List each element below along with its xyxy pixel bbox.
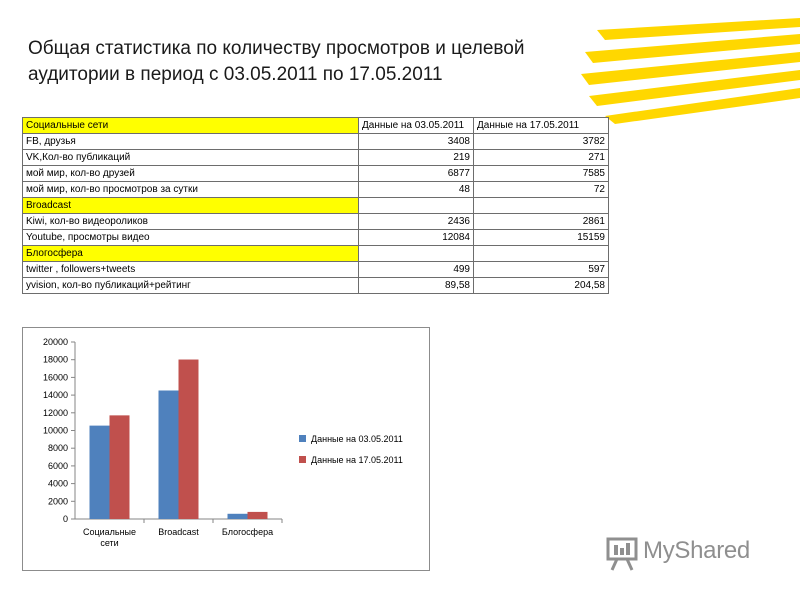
slide-title: Общая статистика по количеству просмотро… xyxy=(28,38,525,85)
table-cell: 72 xyxy=(473,181,609,198)
table-cell xyxy=(358,197,474,214)
table-cell: Данные на 17.05.2011 xyxy=(473,117,609,134)
presentation-board-icon xyxy=(606,537,638,571)
table-cell: 271 xyxy=(473,149,609,166)
bar xyxy=(178,359,199,519)
table-cell: Kiwi, кол-во видеороликов xyxy=(22,213,359,230)
x-tick-label: сети xyxy=(100,538,118,548)
x-tick-label: Broadcast xyxy=(158,527,199,537)
y-tick-label: 8000 xyxy=(48,443,68,453)
table-cell: Broadcast xyxy=(22,197,359,214)
statistics-table: Социальные сети Данные на 03.05.2011 Данны… xyxy=(22,117,609,294)
table-cell: 597 xyxy=(473,261,609,278)
table-cell: twitter , followers+tweets xyxy=(22,261,359,278)
table-cell: 7585 xyxy=(473,165,609,182)
table-row: twitter , followers+tweets 499 597 xyxy=(22,261,609,278)
table-row: мой мир, кол-во друзей 6877 7585 xyxy=(22,165,609,182)
table-cell xyxy=(358,245,474,262)
y-tick-label: 6000 xyxy=(48,461,68,471)
y-tick-label: 12000 xyxy=(43,408,68,418)
watermark-text: MyShared xyxy=(643,537,750,564)
watermark: MyShared xyxy=(605,535,765,571)
table-cell: 499 xyxy=(358,261,474,278)
legend-swatch xyxy=(299,456,306,463)
legend-swatch xyxy=(299,435,306,442)
table-cell: FB, друзья xyxy=(22,133,359,150)
table-cell: yvision, кол-во публикаций+рейтинг xyxy=(22,277,359,294)
table-row: yvision, кол-во публикаций+рейтинг 89,58 2… xyxy=(22,277,609,294)
table-cell: 2861 xyxy=(473,213,609,230)
bar-chart: 0 2000 4000 6000 8000 10000 12000 14000 16000 180… xyxy=(22,327,430,571)
x-tick-label: Блогосфера xyxy=(222,527,273,537)
table-cell: Блогосфера xyxy=(22,245,359,262)
table-cell xyxy=(473,245,609,262)
y-tick-label: 16000 xyxy=(43,372,68,382)
table-cell: 12084 xyxy=(358,229,474,246)
table-row: Социальные сети Данные на 03.05.2011 Данны… xyxy=(22,117,609,134)
table-row: Блогосфера xyxy=(22,245,609,262)
bar xyxy=(158,390,179,519)
table-row: Kiwi, кол-во видеороликов 2436 2861 xyxy=(22,213,609,230)
table-cell: мой мир, кол-во друзей xyxy=(22,165,359,182)
y-tick-label: 0 xyxy=(63,514,68,524)
bar xyxy=(247,511,268,519)
bar xyxy=(109,415,130,519)
y-tick-label: 4000 xyxy=(48,479,68,489)
company-logo xyxy=(581,18,800,124)
table-row: мой мир, кол-во просмотров за сутки 48 72 xyxy=(22,181,609,198)
table-cell: Youtube, просмотры видео xyxy=(22,229,359,246)
table-cell: 204,58 xyxy=(473,277,609,294)
table-cell: 3408 xyxy=(358,133,474,150)
y-tick-label: 10000 xyxy=(43,426,68,436)
bar xyxy=(89,425,110,519)
y-tick-label: 20000 xyxy=(43,337,68,347)
y-tick-label: 14000 xyxy=(43,390,68,400)
table-cell: Данные на 03.05.2011 xyxy=(358,117,474,134)
table-cell: 219 xyxy=(358,149,474,166)
table-cell xyxy=(473,197,609,214)
legend-label: Данные на 17.05.2011 xyxy=(311,455,403,465)
y-tick-label: 2000 xyxy=(48,496,68,506)
y-tick-label: 18000 xyxy=(43,355,68,365)
legend-label: Данные на 03.05.2011 xyxy=(311,434,403,444)
table-cell: VK,Кол-во публикаций xyxy=(22,149,359,166)
table-row: Youtube, просмотры видео 12084 15159 xyxy=(22,229,609,246)
table-row: FB, друзья 3408 3782 xyxy=(22,133,609,150)
table-cell: 15159 xyxy=(473,229,609,246)
table-cell: 6877 xyxy=(358,165,474,182)
table-cell: 3782 xyxy=(473,133,609,150)
table-row: Broadcast xyxy=(22,197,609,214)
table-row: VK,Кол-во публикаций 219 271 xyxy=(22,149,609,166)
chart-canvas: 0 2000 4000 6000 8000 10000 12000 14000 16000 180… xyxy=(43,337,403,548)
table-cell: Социальные сети xyxy=(22,117,359,134)
table-cell: 89,58 xyxy=(358,277,474,294)
x-tick-label: Социальные xyxy=(83,527,136,537)
table-cell: 48 xyxy=(358,181,474,198)
bar xyxy=(227,513,248,519)
table-cell: 2436 xyxy=(358,213,474,230)
table-cell: мой мир, кол-во просмотров за сутки xyxy=(22,181,359,198)
